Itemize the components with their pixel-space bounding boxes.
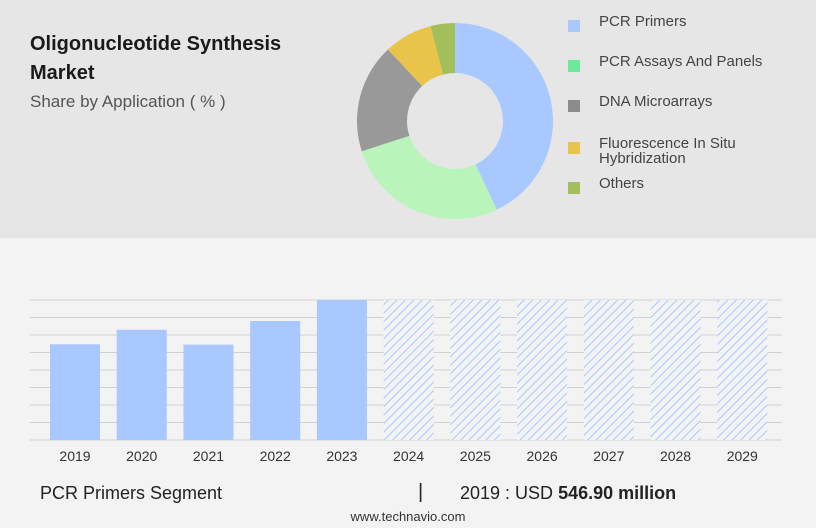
donut-chart xyxy=(357,23,553,219)
x-tick-label: 2026 xyxy=(527,448,558,464)
legend-label: PCR Primers xyxy=(599,13,687,30)
year-label: 2019 : USD xyxy=(460,483,554,503)
x-tick-label: 2021 xyxy=(193,448,224,464)
forecast-bar-2025 xyxy=(450,300,501,440)
legend-label: Fluorescence In Situ Hybridization xyxy=(599,135,736,167)
donut-slice-dna-microarrays xyxy=(357,49,423,152)
legend-label: PCR Assays And Panels xyxy=(599,53,763,70)
x-tick-label: 2025 xyxy=(460,448,491,464)
bar-2022 xyxy=(250,321,301,440)
value-label: 546.90 million xyxy=(558,483,677,503)
legend-label: DNA Microarrays xyxy=(599,93,713,110)
x-tick-label: 2029 xyxy=(727,448,758,464)
forecast-bar-2028 xyxy=(650,300,701,440)
legend-swatch xyxy=(568,142,580,154)
legend-swatch xyxy=(568,20,580,32)
x-tick-label: 2028 xyxy=(660,448,691,464)
donut-slice-fluorescence-in-situ-hybridization xyxy=(387,26,444,87)
bar-2020 xyxy=(116,329,167,440)
legend-swatch xyxy=(568,182,580,194)
bar-2021 xyxy=(183,344,234,440)
footer-separator: | xyxy=(418,481,424,503)
donut-slice-pcr-primers xyxy=(455,23,553,210)
bar-2019 xyxy=(50,344,100,440)
website-link[interactable]: www.technavio.com xyxy=(350,509,466,524)
bar-chart: 2019 2020 2021 2022 2023 2024 2025 2026 2027 2028… xyxy=(30,299,782,464)
legend-swatch xyxy=(568,60,580,72)
legend-label: Others xyxy=(599,175,645,192)
legend-swatch xyxy=(568,100,580,112)
x-tick-label: 2022 xyxy=(260,448,291,464)
donut-slice-pcr-assays-and-panels xyxy=(361,135,497,219)
forecast-bar-2026 xyxy=(517,300,568,440)
x-tick-label: 2027 xyxy=(593,448,624,464)
donut-slice-others xyxy=(430,23,455,75)
forecast-bar-2029 xyxy=(717,300,768,440)
forecast-bar-2024 xyxy=(383,300,434,440)
x-tick-label: 2024 xyxy=(393,448,424,464)
forecast-bar-2027 xyxy=(583,300,634,440)
x-tick-label: 2020 xyxy=(126,448,157,464)
x-tick-label: 2023 xyxy=(326,448,357,464)
x-tick-label: 2019 xyxy=(59,448,90,464)
segment-label: PCR Primers Segment xyxy=(40,483,223,503)
chart-subtitle: Share by Application ( % ) xyxy=(30,92,226,111)
bar-2023 xyxy=(316,300,367,440)
segment-value: 2019 : USD 546.90 million xyxy=(460,483,676,504)
chart-title: Oligonucleotide Synthesis Market xyxy=(30,33,282,84)
